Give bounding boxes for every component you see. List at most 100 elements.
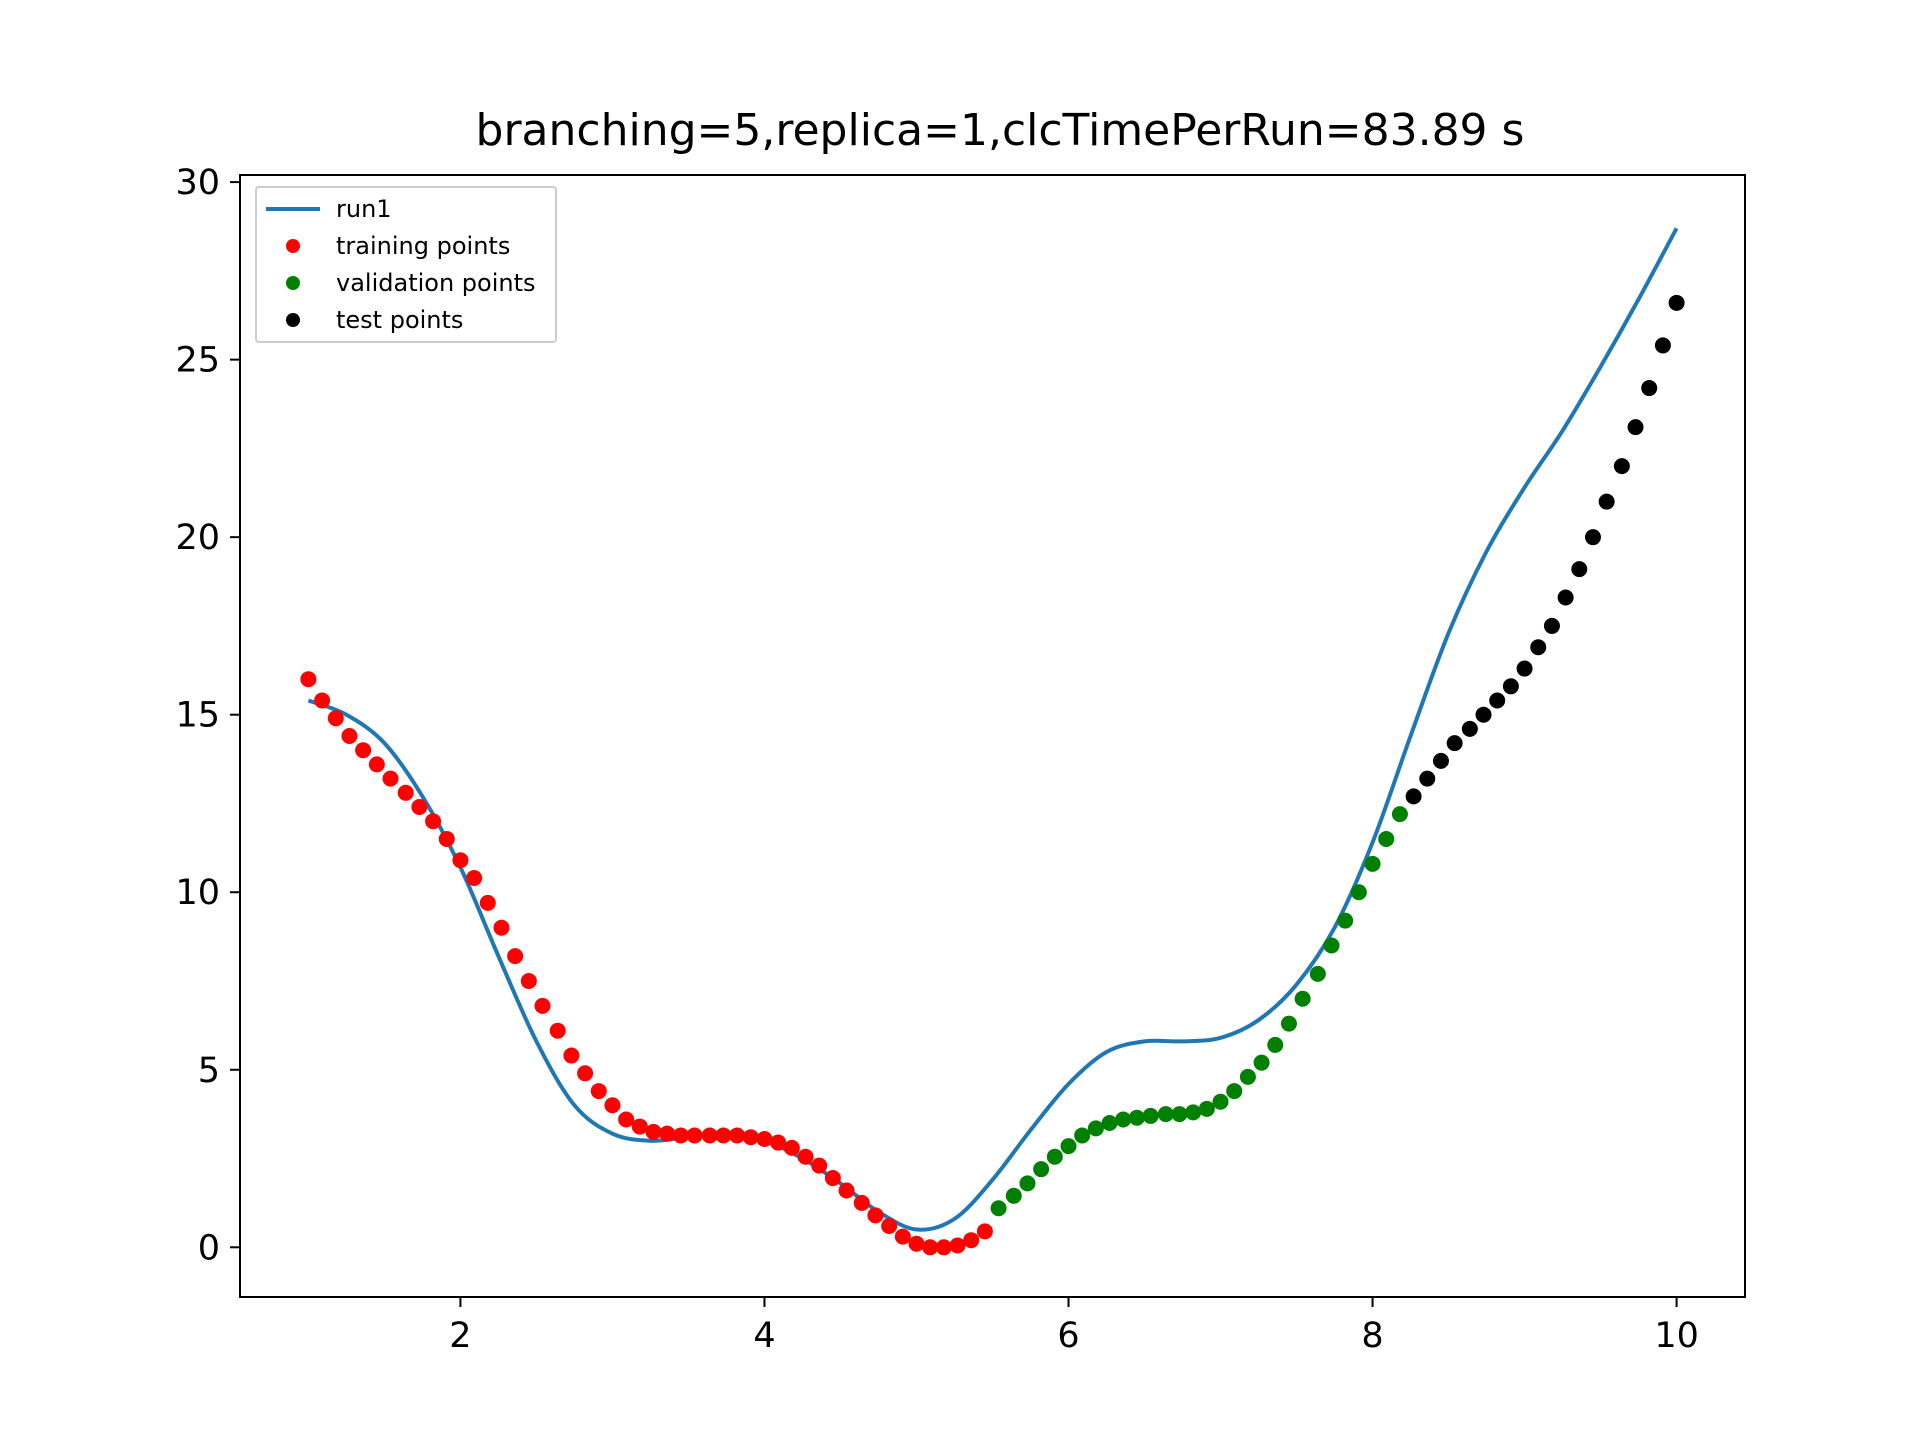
- training-points-point: [811, 1157, 828, 1174]
- validation-points-point: [1226, 1083, 1243, 1100]
- training-points-point: [300, 671, 317, 688]
- validation-points-point: [1033, 1161, 1050, 1178]
- legend: run1 training points validation points test…: [255, 186, 557, 343]
- y-axis: 0 5 10 15 20 25 30: [175, 163, 240, 1268]
- test-points-point: [1598, 493, 1615, 510]
- validation-points-point: [1337, 912, 1354, 929]
- test-points-point: [1654, 337, 1671, 354]
- test-points-point: [1516, 660, 1533, 677]
- validation-points-point: [1115, 1111, 1132, 1128]
- validation-points-point: [1101, 1115, 1118, 1132]
- validation-points-point: [990, 1200, 1007, 1217]
- x-tick-label: 2: [449, 1316, 471, 1356]
- training-points-point: [797, 1148, 814, 1165]
- plot-frame: [239, 174, 1746, 1298]
- test-points-point: [1446, 735, 1463, 752]
- training-points-point: [341, 728, 358, 744]
- test-points-point: [1641, 380, 1658, 397]
- validation-points-point: [1378, 830, 1395, 847]
- validation-points-point: [1350, 884, 1367, 901]
- training-points-point: [922, 1239, 939, 1256]
- plot-marks: [300, 227, 1685, 1256]
- training-points-point: [604, 1097, 621, 1114]
- training-points-point: [963, 1232, 980, 1249]
- training-points-point: [549, 1022, 566, 1039]
- training-points-point: [894, 1228, 911, 1245]
- training-points-point: [701, 1127, 718, 1144]
- test-points-point: [1584, 529, 1601, 546]
- validation-points-point: [1142, 1107, 1159, 1124]
- y-tick-label: 0: [198, 1228, 220, 1268]
- test-points-point: [1419, 770, 1436, 787]
- test-points-point: [1405, 788, 1422, 805]
- training-points-point: [618, 1111, 635, 1128]
- training-points-point: [824, 1170, 841, 1187]
- training-points-point: [368, 756, 385, 773]
- test-points-point: [1475, 706, 1492, 723]
- validation-points-point: [1171, 1106, 1188, 1123]
- validation-points-point: [1198, 1100, 1215, 1117]
- training-points-point: [949, 1237, 966, 1254]
- y-tick-label: 25: [175, 341, 220, 381]
- test-points-point: [1530, 639, 1547, 656]
- validation-points-point: [1019, 1175, 1036, 1192]
- training-points-point: [452, 852, 469, 869]
- y-tick-label: 10: [175, 873, 220, 913]
- training-points-point: [563, 1047, 580, 1064]
- training-points-point: [659, 1125, 676, 1142]
- validation-points-point: [1060, 1138, 1077, 1155]
- training-points-point: [534, 997, 551, 1014]
- validation-points-point: [1128, 1109, 1145, 1126]
- training-points-point: [397, 784, 414, 801]
- training-points-point: [355, 742, 372, 759]
- x-tick-label: 6: [1057, 1316, 1079, 1356]
- training-points-point: [742, 1129, 759, 1146]
- training-points-point: [935, 1239, 952, 1256]
- validation-points-point: [1391, 806, 1408, 823]
- series-line-run1: [307, 227, 1679, 1232]
- training-points-point: [783, 1139, 800, 1156]
- test-points-point: [1543, 617, 1560, 634]
- validation-points-point: [1046, 1148, 1063, 1165]
- validation-points-point: [1239, 1068, 1256, 1085]
- y-tick-label: 5: [198, 1051, 220, 1091]
- training-points-point: [756, 1130, 773, 1147]
- chart-title: branching=5,replica=1,clcTimePerRun=83.8…: [476, 105, 1525, 156]
- legend-label: validation points: [336, 269, 536, 297]
- validation-points-point: [1267, 1036, 1284, 1053]
- legend-swatch-dot: [286, 276, 300, 290]
- training-points-point: [908, 1235, 925, 1252]
- legend-label: test points: [336, 306, 463, 334]
- x-tick-label: 4: [753, 1316, 775, 1356]
- validation-points-point: [1074, 1127, 1091, 1144]
- validation-points-point: [1157, 1106, 1174, 1123]
- training-points-point: [327, 710, 344, 727]
- x-axis: 2 4 6 8 10: [449, 1297, 1699, 1356]
- x-tick-label: 8: [1361, 1316, 1383, 1356]
- validation-points-point: [1087, 1120, 1104, 1137]
- training-points-point: [881, 1217, 898, 1234]
- training-points-point: [493, 919, 510, 936]
- training-points-point: [729, 1127, 746, 1144]
- training-points-point: [976, 1223, 993, 1240]
- training-points-point: [686, 1127, 703, 1144]
- training-points-point: [838, 1182, 855, 1199]
- test-points-point: [1461, 720, 1478, 737]
- training-points-point: [631, 1118, 648, 1135]
- validation-points-point: [1212, 1093, 1229, 1110]
- training-points-point: [411, 799, 428, 816]
- training-points-point: [770, 1134, 787, 1151]
- training-points-point: [867, 1207, 884, 1224]
- validation-points-point: [1294, 990, 1311, 1007]
- training-points-point: [425, 813, 442, 830]
- test-points-point: [1502, 678, 1519, 695]
- validation-points-point: [1185, 1104, 1202, 1121]
- validation-points-point: [1280, 1015, 1297, 1032]
- x-tick-label: 10: [1654, 1316, 1699, 1356]
- training-points-point: [590, 1083, 607, 1100]
- test-points-point: [1571, 561, 1588, 578]
- training-points-point: [672, 1127, 689, 1144]
- training-points-point: [438, 830, 455, 847]
- legend-label: training points: [336, 232, 510, 260]
